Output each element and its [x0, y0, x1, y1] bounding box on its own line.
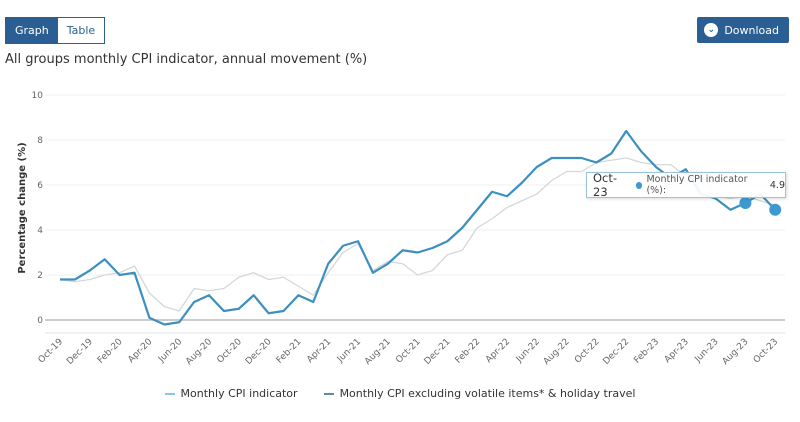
x-tick-label: Apr-21	[305, 337, 333, 365]
series-dot-icon	[635, 181, 643, 189]
y-tick-label: 2	[37, 271, 43, 281]
download-label: Download	[724, 23, 779, 37]
y-tick-label: 8	[37, 136, 43, 146]
series-line-excl-volatile	[59, 157, 776, 312]
x-tick-label: Feb-20	[96, 337, 125, 366]
x-tick-label: Oct-19	[37, 337, 66, 366]
x-tick-label: Feb-21	[275, 337, 304, 366]
x-tick-label: Oct-20	[215, 337, 244, 366]
x-tick-label: Dec-21	[423, 337, 453, 367]
y-tick-label: 4	[37, 226, 43, 236]
x-tick-label: Feb-23	[632, 337, 661, 366]
tooltip-series: Monthly CPI indicator (%):	[646, 174, 748, 196]
x-tick-label: Feb-22	[454, 337, 483, 366]
x-tick-label: Jun-20	[156, 337, 184, 365]
x-tick-label: Aug-23	[721, 337, 751, 367]
series-line-cpi	[60, 129, 776, 326]
x-tick-label: Jun-23	[693, 337, 721, 365]
x-tick-label: Aug-20	[184, 337, 214, 367]
highlighted-point	[769, 203, 782, 216]
x-tick-label: Aug-21	[363, 337, 393, 367]
y-axis-label: Percentage change (%)	[17, 142, 28, 273]
chevron-down-circle-icon: ⌄	[704, 23, 719, 37]
legend-item-cpi[interactable]: Monthly CPI indicator	[164, 387, 298, 400]
x-tick-label: Oct-21	[394, 337, 422, 365]
x-tick-label: Apr-23	[663, 337, 691, 365]
x-tick-label: Oct-22	[573, 337, 601, 365]
table-tab[interactable]: Table	[57, 18, 105, 43]
x-tick-label: Apr-22	[484, 337, 512, 365]
x-tick-label: Oct-23	[752, 337, 780, 365]
y-tick-label: 10	[32, 91, 44, 101]
download-button[interactable]: ⌄ Download	[697, 17, 789, 43]
legend-label: Monthly CPI excluding volatile items* & …	[339, 387, 636, 400]
legend: Monthly CPI indicator Monthly CPI exclud…	[0, 387, 800, 400]
highlighted-point	[739, 197, 752, 209]
tooltip: Oct-23 Monthly CPI indicator (%): 4.9	[586, 171, 786, 199]
legend-label: Monthly CPI indicator	[180, 387, 298, 400]
y-tick-label: 6	[37, 181, 43, 191]
legend-swatch	[164, 392, 175, 395]
x-tick-label: Apr-20	[126, 337, 154, 365]
x-tick-label: Jun-22	[514, 337, 542, 365]
tooltip-value: 4.9	[769, 179, 785, 191]
x-tick-label: Aug-22	[542, 337, 572, 367]
y-tick-label: 0	[37, 316, 43, 326]
graph-tab[interactable]: Graph	[6, 18, 58, 43]
view-toggle: Graph Table	[5, 17, 106, 44]
x-tick-label: Dec-22	[602, 337, 632, 367]
x-tick-label: Dec-20	[244, 337, 274, 367]
chart-title: All groups monthly CPI indicator, annual…	[5, 52, 368, 67]
legend-item-excl[interactable]: Monthly CPI excluding volatile items* & …	[323, 387, 636, 400]
x-tick-label: Jun-21	[335, 337, 363, 365]
legend-swatch	[323, 392, 334, 395]
tooltip-date: Oct-23	[593, 171, 618, 199]
x-tick-label: Dec-19	[65, 337, 95, 367]
